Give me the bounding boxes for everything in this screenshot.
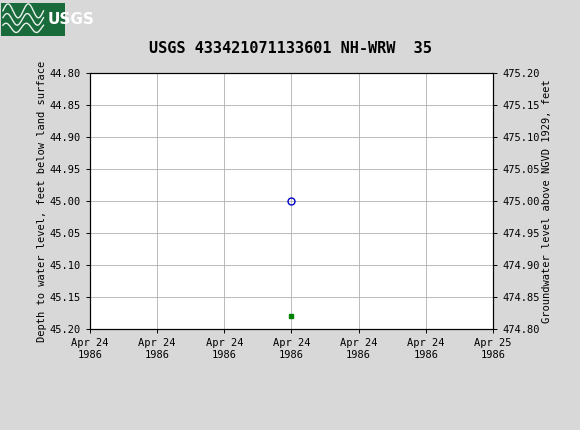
FancyBboxPatch shape	[1, 3, 65, 36]
Text: USGS 433421071133601 NH-WRW  35: USGS 433421071133601 NH-WRW 35	[148, 41, 432, 56]
Y-axis label: Depth to water level, feet below land surface: Depth to water level, feet below land su…	[37, 60, 47, 342]
Y-axis label: Groundwater level above NGVD 1929, feet: Groundwater level above NGVD 1929, feet	[542, 79, 552, 323]
Text: USGS: USGS	[48, 12, 95, 27]
